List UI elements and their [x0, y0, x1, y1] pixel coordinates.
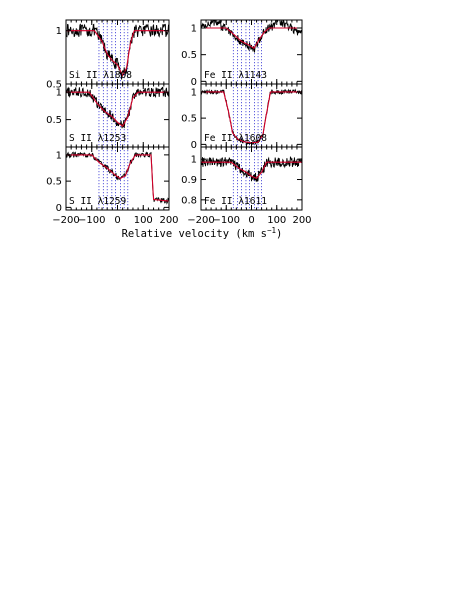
- y-tick-label: 1: [56, 150, 62, 161]
- x-tick-label: 0: [114, 215, 120, 226]
- panel-label: S II λ1253: [69, 133, 126, 144]
- model-fit-line: [66, 91, 169, 127]
- y-tick-label: 1: [56, 88, 62, 99]
- panel-4: 0 0.5 1 Fe II λ1608: [181, 83, 303, 151]
- y-tick-label: 0.5: [181, 50, 197, 61]
- y-tick-label: 0.9: [181, 175, 197, 186]
- panel-2: 0 0.5 1 S II λ1259: [46, 146, 170, 214]
- y-tick-label: 1: [191, 155, 197, 166]
- x-tick-labels: −200−100 0 100 200: [187, 215, 311, 226]
- x-axis-title: Relative velocity (km s−1): [122, 226, 283, 240]
- y-tick-label: 1: [191, 87, 197, 98]
- model-fit-line: [66, 30, 169, 77]
- x-tick-label: 0: [248, 215, 254, 226]
- y-tick-label: 0: [191, 140, 197, 151]
- panel-label: Fe II λ1611: [204, 196, 267, 207]
- panel-label: Fe II λ1608: [204, 133, 267, 144]
- x-tick-label: −100: [213, 215, 240, 226]
- model-fit-line: [66, 154, 169, 202]
- x-tick-label: 200: [292, 215, 311, 226]
- y-tick-label: 0.5: [46, 177, 62, 188]
- y-tick-label: 0.8: [181, 195, 197, 206]
- panel-5: 0.8 0.9 1 Fe II λ1611: [181, 146, 303, 211]
- y-tick-label: 1: [56, 26, 62, 37]
- panel-label: Si II λ1808: [69, 70, 132, 81]
- y-tick-label: 1: [191, 24, 197, 35]
- x-tick-label: −200: [187, 215, 214, 226]
- panel-label: Fe II λ1143: [204, 70, 267, 81]
- x-tick-labels: −200−100 0 100 200: [52, 215, 178, 226]
- model-fit-line: [201, 27, 302, 50]
- model-fit-line: [201, 161, 302, 179]
- x-tick-label: 200: [159, 215, 178, 226]
- panel-0: 0.5 1 Si II λ1808: [46, 19, 170, 91]
- spectrum-data-line: [201, 20, 302, 53]
- x-tick-label: 100: [134, 215, 153, 226]
- x-tick-label: −100: [78, 215, 105, 226]
- y-tick-label: 0.5: [46, 80, 62, 91]
- x-tick-label: 100: [267, 215, 286, 226]
- panel-label: S II λ1259: [69, 196, 126, 207]
- spectrum-data-line: [66, 86, 169, 129]
- panel-3: 0 0.5 1 Fe II λ1143: [181, 19, 303, 88]
- spectrum-data-line: [66, 23, 169, 80]
- panel-1: 0.51S II λ1253: [46, 83, 170, 148]
- spectrum-data-line: [201, 156, 302, 182]
- y-tick-label: 0.5: [46, 115, 62, 126]
- x-tick-label: −200: [52, 215, 79, 226]
- y-tick-label: 0: [56, 203, 62, 214]
- y-tick-label: 0.5: [181, 114, 197, 125]
- y-tick-label: 0: [191, 77, 197, 88]
